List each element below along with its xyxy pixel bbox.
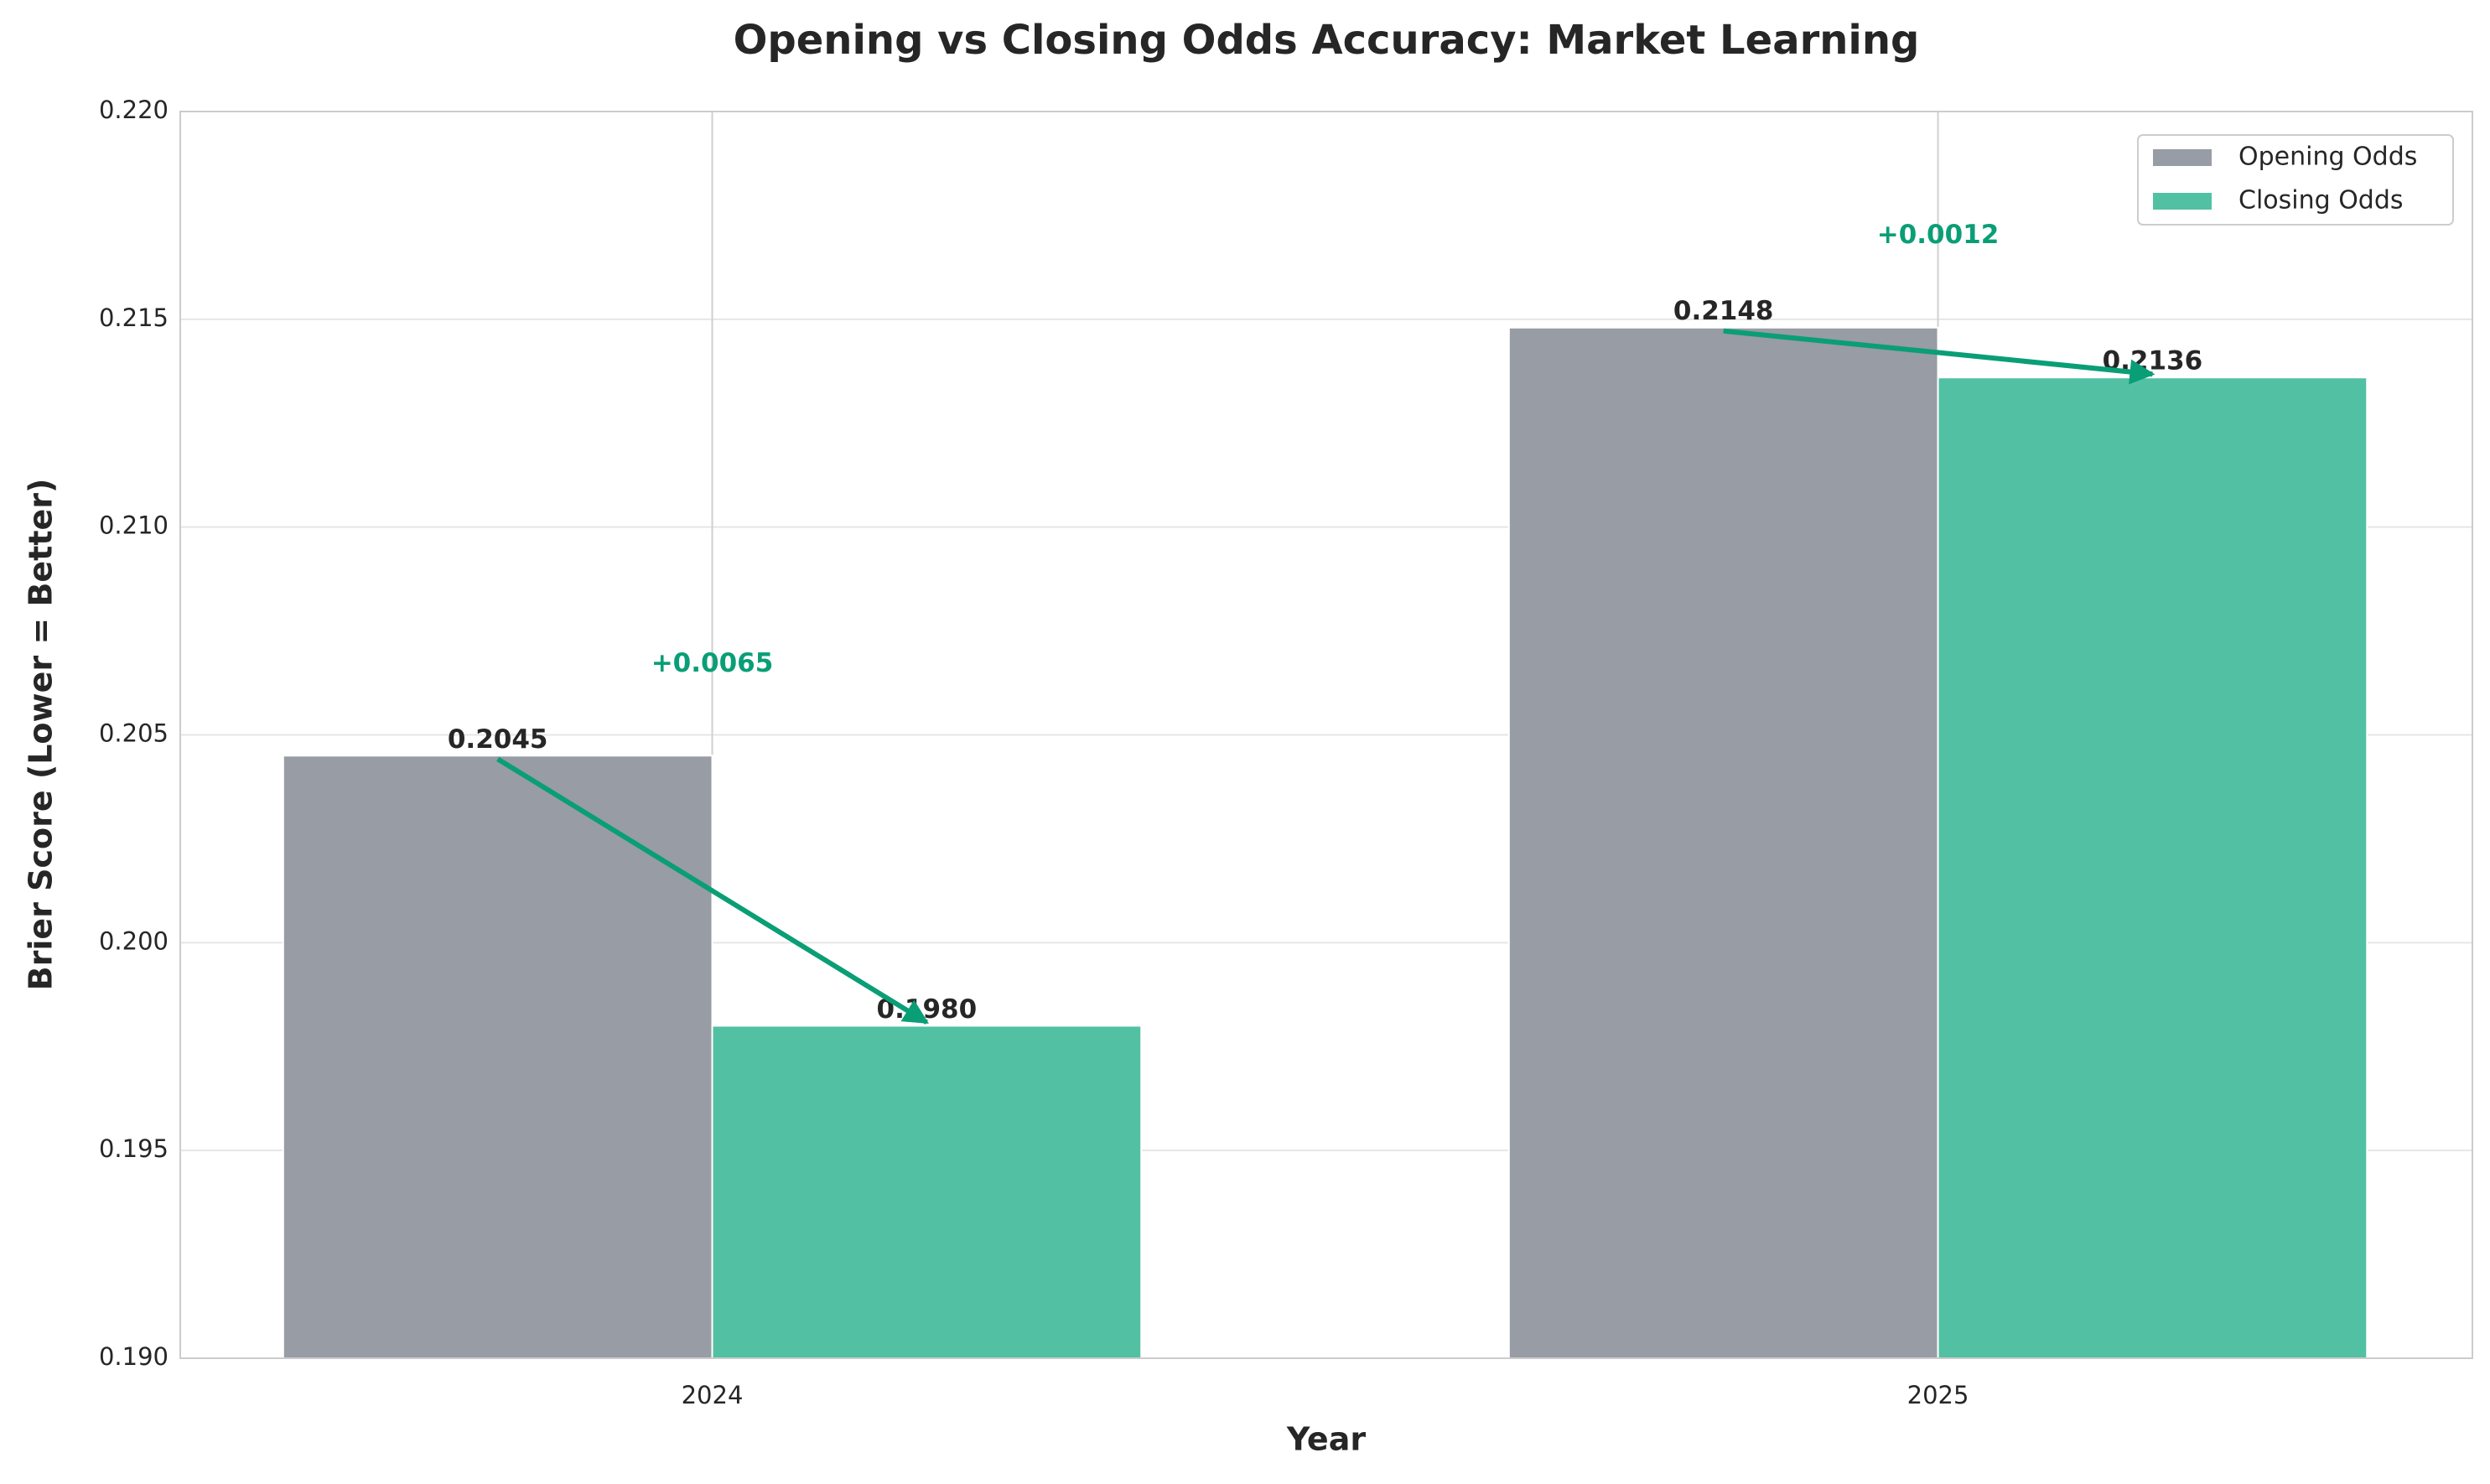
legend-box — [2137, 134, 2454, 226]
x-tick-label: 2025 — [1907, 1381, 1969, 1409]
value-label: 0.2045 — [448, 724, 548, 755]
x-axis-label: Year — [1286, 1421, 1366, 1458]
plot-frame — [179, 111, 2473, 1359]
x-tick-label: 2024 — [682, 1381, 744, 1409]
y-tick-label: 0.210 — [99, 511, 169, 540]
chart-title: Opening vs Closing Odds Accuracy: Market… — [734, 17, 1920, 64]
legend-swatch — [2153, 193, 2212, 210]
improvement-label: +0.0012 — [1877, 220, 2000, 250]
value-label: 0.2148 — [1673, 296, 1774, 326]
y-tick-label: 0.220 — [99, 96, 169, 124]
bar — [282, 755, 713, 1359]
improvement-arrow — [496, 756, 929, 1025]
y-tick-label: 0.200 — [99, 926, 169, 955]
y-tick-label: 0.205 — [99, 719, 169, 748]
improvement-label: +0.0065 — [651, 648, 774, 678]
bar — [1937, 376, 2368, 1359]
y-tick-label: 0.190 — [99, 1342, 169, 1371]
bar — [1507, 326, 1939, 1359]
legend-swatch — [2153, 149, 2212, 166]
improvement-arrow — [1723, 328, 2155, 385]
y-tick-label: 0.215 — [99, 304, 169, 332]
y-axis-label: Brier Score (Lower = Better) — [23, 479, 60, 991]
legend-label: Closing Odds — [2238, 186, 2404, 215]
legend: Opening Odds Closing Odds — [2137, 134, 2454, 226]
legend-label: Opening Odds — [2238, 143, 2417, 172]
y-tick-label: 0.195 — [99, 1134, 169, 1163]
bar — [711, 1025, 1143, 1359]
